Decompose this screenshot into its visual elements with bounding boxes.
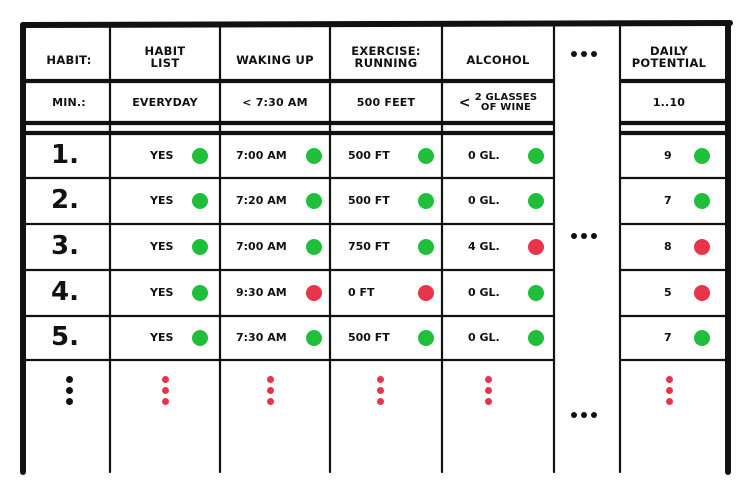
habit-header-label: HABIT: (46, 52, 92, 67)
row-value-habit: YES (150, 331, 174, 345)
status-dot-good (528, 193, 544, 209)
grid-line (20, 20, 733, 28)
status-dot-good (192, 285, 208, 301)
minimum-label: MIN.: (52, 96, 86, 110)
minimum-daily-potential: 1..10 (652, 96, 686, 110)
minimum-waking-up: < 7:30 AM (242, 96, 308, 110)
row-value-wake: 7:20 AM (236, 194, 287, 208)
more-columns-indicator (571, 233, 597, 239)
column-header-line: DAILY (649, 43, 689, 58)
column-header-line: POTENTIAL (631, 56, 707, 70)
row-value-wake: 9:30 AM (236, 286, 287, 300)
status-dot-bad (306, 285, 322, 301)
row-value-alcohol: 0 GL. (468, 286, 500, 300)
more-rows-dots (665, 376, 673, 409)
status-dot-bad (418, 285, 434, 301)
status-dot-good (306, 148, 322, 164)
row-value-wake: 7:00 AM (236, 240, 287, 254)
status-dot-good (192, 239, 208, 255)
row-value-potential: 5 (664, 286, 672, 300)
status-dot-good (306, 193, 322, 209)
row-value-alcohol: 0 GL. (468, 331, 500, 345)
habit-tracker-board: HABIT: HABIT LIST WAKING UP EXERCISE: RU… (20, 20, 733, 475)
status-dot-good (418, 330, 434, 346)
table-grid (20, 20, 733, 475)
column-header-line: EXERCISE: (351, 43, 421, 58)
row-value-run: 750 FT (348, 240, 390, 254)
more-rows-dots (484, 376, 492, 409)
row-number: 2. (51, 185, 79, 216)
more-rows-dots (161, 376, 169, 409)
more-columns-indicator (571, 412, 597, 418)
column-header-line: RUNNING (354, 56, 418, 70)
row-value-wake: 7:00 AM (236, 149, 287, 163)
row-value-wake: 7:30 AM (236, 331, 287, 345)
minimum-alcohol-prefix: < (458, 94, 471, 111)
status-dot-bad (528, 239, 544, 255)
status-dot-bad (694, 285, 710, 301)
minimum-habit-list: EVERYDAY (132, 96, 198, 110)
column-header-habit-list: HABIT LIST (110, 34, 220, 80)
row-number: 1. (51, 140, 79, 171)
row-value-habit: YES (150, 286, 174, 300)
status-dot-good (694, 330, 710, 346)
minimum-alcohol: < 2 GLASSES OF WINE (442, 84, 554, 122)
row-value-alcohol: 0 GL. (468, 194, 500, 208)
status-dot-good (418, 239, 434, 255)
status-dot-good (528, 285, 544, 301)
status-dot-good (192, 193, 208, 209)
status-dot-good (418, 193, 434, 209)
row-number: 3. (51, 231, 79, 262)
status-dot-bad (694, 239, 710, 255)
row-value-run: 500 FT (348, 331, 390, 345)
status-dot-good (306, 330, 322, 346)
minimum-alcohol-line: 2 GLASSES (474, 91, 538, 103)
status-dot-good (192, 330, 208, 346)
row-value-habit: YES (150, 240, 174, 254)
row-value-potential: 7 (664, 194, 672, 208)
column-header-daily-potential: DAILY POTENTIAL (620, 34, 718, 80)
more-rows-dots (266, 376, 274, 409)
more-rows-number-dots (65, 376, 73, 409)
row-value-run: 500 FT (348, 194, 390, 208)
row-value-run: 500 FT (348, 149, 390, 163)
minimum-exercise: 500 FEET (356, 96, 416, 110)
row-value-habit: YES (150, 149, 174, 163)
column-header-line: HABIT (144, 43, 186, 58)
status-dot-good (528, 148, 544, 164)
minimum-alcohol-line: OF WINE (480, 102, 532, 113)
status-dot-good (192, 148, 208, 164)
row-value-alcohol: 4 GL. (468, 240, 500, 254)
status-dot-good (306, 239, 322, 255)
row-value-habit: YES (150, 194, 174, 208)
row-value-run: 0 FT (348, 286, 375, 300)
status-dot-good (528, 330, 544, 346)
row-value-potential: 8 (664, 240, 672, 254)
column-header-alcohol: ALCOHOL (466, 52, 530, 67)
column-header-line: LIST (150, 56, 180, 70)
more-columns-indicator (571, 51, 597, 57)
row-number: 4. (51, 277, 79, 308)
status-dot-good (694, 193, 710, 209)
status-dot-good (418, 148, 434, 164)
row-value-potential: 7 (664, 331, 672, 345)
row-number: 5. (51, 322, 79, 353)
column-header-exercise-running: EXERCISE: RUNNING (330, 34, 442, 80)
column-header-waking-up: WAKING UP (236, 52, 314, 67)
more-rows-dots (376, 376, 384, 409)
row-value-alcohol: 0 GL. (468, 149, 500, 163)
status-dot-good (694, 148, 710, 164)
row-value-potential: 9 (664, 149, 672, 163)
